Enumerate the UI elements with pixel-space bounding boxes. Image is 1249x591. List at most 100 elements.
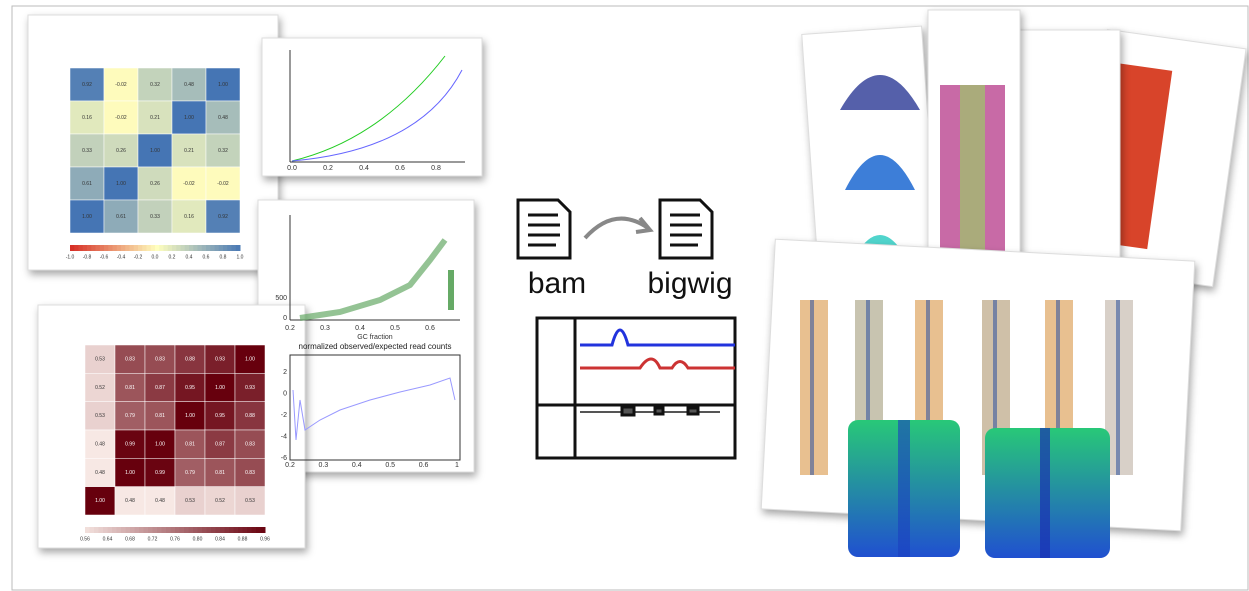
heatmap-cell — [204, 458, 236, 487]
heatmap-cell — [114, 486, 146, 516]
cell-value: 0.83 — [155, 356, 165, 362]
colorbar — [74, 245, 79, 251]
cell-value: 0.48 — [95, 441, 105, 447]
colorbar — [112, 245, 118, 251]
x-tick-label: 0.8 — [431, 165, 441, 172]
ratio-plot — [289, 354, 461, 461]
cell-value: 0.48 — [184, 82, 194, 88]
heatmap-cell — [69, 199, 105, 234]
colorbar — [112, 527, 117, 533]
colorbar — [179, 527, 185, 533]
colorbar — [235, 245, 241, 251]
colorbar — [184, 245, 190, 251]
colorbar-tick: 0.96 — [260, 536, 270, 542]
colorbar — [224, 527, 230, 533]
colorbar — [121, 245, 126, 251]
colorbar-tick: -1.0 — [66, 254, 75, 260]
colorbar — [214, 245, 220, 251]
heatmap-cell — [114, 401, 146, 431]
colorbar — [218, 245, 224, 251]
y-tick-label: 2 — [283, 369, 287, 376]
heatmap-cell — [234, 344, 266, 374]
colorbar — [148, 527, 153, 533]
x-tick-label: 0.4 — [355, 325, 365, 332]
cell-value: 1.00 — [82, 214, 92, 220]
colorbar — [91, 245, 96, 251]
cell-value: 0.93 — [215, 356, 225, 362]
cell-value: -0.02 — [115, 82, 127, 88]
colorbar — [197, 245, 203, 251]
cell-value: 0.33 — [82, 148, 92, 154]
cell-value: 0.99 — [125, 441, 135, 447]
heatmap-cell — [171, 133, 207, 168]
colorbar — [260, 527, 266, 533]
colorbar — [256, 527, 261, 533]
x-tick-label: 0.3 — [320, 325, 330, 332]
y-tick-label: 500 — [275, 295, 287, 302]
cell-value: 0.33 — [150, 214, 160, 220]
colorbar — [172, 245, 177, 251]
cell-value: 0.16 — [82, 115, 92, 121]
cell-value: 0.87 — [155, 385, 165, 391]
cell-value: 0.32 — [150, 82, 160, 88]
colorbar-tick: 0.64 — [103, 536, 113, 542]
cell-value: 0.83 — [245, 441, 255, 447]
heatmap-cell — [204, 401, 236, 431]
colorbar — [134, 527, 140, 533]
colorbar-tick: -0.4 — [117, 254, 126, 260]
plot-title: normalized observed/expected read counts — [299, 342, 452, 351]
colorbar — [104, 245, 109, 251]
cell-value: 0.16 — [184, 214, 194, 220]
cell-value: 0.21 — [184, 148, 194, 154]
y-tick-label: 0 — [283, 315, 287, 322]
heatmap-cell — [205, 199, 241, 234]
colorbar-tick: 0.0 — [152, 254, 159, 260]
colorbar — [98, 527, 104, 533]
heatmap-cell — [84, 486, 116, 516]
cell-value: -0.02 — [217, 181, 229, 187]
cell-value: 0.93 — [245, 385, 255, 391]
x-tick-label: 0.0 — [287, 165, 297, 172]
colorbar — [103, 527, 108, 533]
x-tick-label: 0.5 — [390, 325, 400, 332]
cell-value: 0.88 — [245, 413, 255, 419]
colorbar — [238, 527, 243, 533]
heatmap-cell — [204, 486, 236, 516]
colorbar — [223, 245, 228, 251]
cell-value: 0.92 — [218, 214, 228, 220]
colorbar-tick: 0.2 — [169, 254, 176, 260]
colorbar — [229, 527, 234, 533]
cell-value: 0.83 — [245, 470, 255, 476]
x-tick-label: 0.2 — [323, 165, 333, 172]
colorbar — [99, 245, 105, 251]
x-tick-label: 0.6 — [419, 462, 429, 469]
y-tick-label: 0 — [283, 390, 287, 397]
cell-value: 0.53 — [245, 498, 255, 504]
heatmap-cell — [69, 100, 105, 135]
heatmap-cell — [114, 344, 146, 374]
colorbar-tick: -0.6 — [100, 254, 109, 260]
heatmap-cell — [114, 429, 146, 459]
colorbar — [130, 527, 135, 533]
cell-value: 0.79 — [185, 470, 195, 476]
colorbar — [215, 527, 221, 533]
colorbar — [189, 245, 194, 251]
colorbar — [167, 245, 173, 251]
heatmap-cell — [84, 458, 116, 487]
colorbar-tick: 0.76 — [170, 536, 180, 542]
colorbar — [188, 527, 194, 533]
colorbar — [197, 527, 203, 533]
cell-value: 1.00 — [185, 413, 195, 419]
colorbar-tick: 0.68 — [125, 536, 135, 542]
colorbar-tick: 0.8 — [220, 254, 227, 260]
cell-value: 0.53 — [95, 413, 105, 419]
colorbar-tick: 0.88 — [238, 536, 248, 542]
cell-value: 0.61 — [116, 214, 126, 220]
cell-value: -0.02 — [183, 181, 195, 187]
heatmap-cell — [205, 67, 241, 102]
colorbar — [108, 245, 113, 251]
colorbar — [125, 245, 130, 251]
colorbar — [201, 245, 207, 251]
colorbar — [95, 245, 101, 251]
